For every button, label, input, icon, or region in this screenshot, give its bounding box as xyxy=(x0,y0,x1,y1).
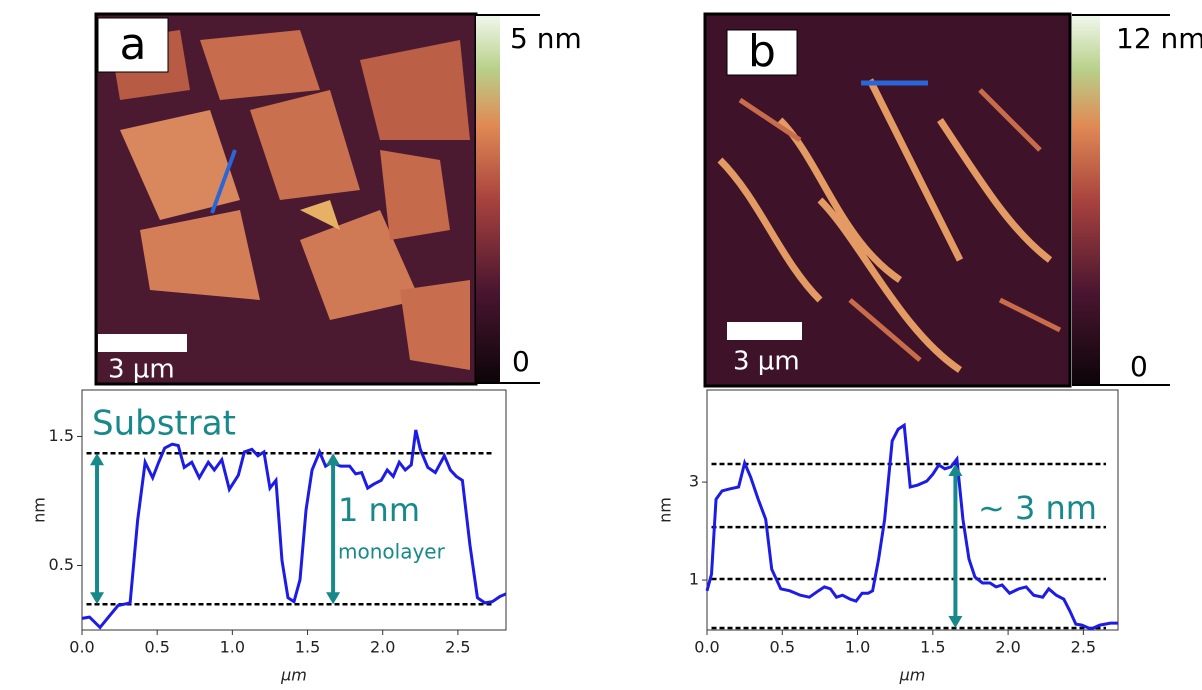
arrow-part xyxy=(326,453,341,466)
x-tick-label: 2.0 xyxy=(370,638,395,657)
annotation: monolayer xyxy=(338,540,446,564)
y-tick-label: 1.5 xyxy=(49,426,74,445)
arrow-part xyxy=(90,592,105,605)
arrow-part xyxy=(948,616,963,629)
panel-label: a xyxy=(120,19,147,70)
afm-image-b xyxy=(703,12,1170,388)
double-arrow xyxy=(326,453,341,605)
y-axis-label: nm xyxy=(30,497,49,523)
y-axis-label: nm xyxy=(656,497,675,523)
profile-line xyxy=(705,422,1118,631)
colorbar-min: 0 xyxy=(512,345,530,378)
x-tick-label: 2.5 xyxy=(445,638,470,657)
x-tick-label: 0.0 xyxy=(69,638,94,657)
plot-frame xyxy=(706,389,1119,631)
colorbar-min: 0 xyxy=(1130,350,1148,383)
y-tick-label: 3 xyxy=(689,472,699,491)
annotation: 1 nm xyxy=(338,491,420,529)
plot-frame xyxy=(81,389,507,631)
panel-label: b xyxy=(748,26,776,77)
x-tick-label: 1.5 xyxy=(920,638,945,657)
annotation: ∼ 3 nm xyxy=(978,489,1097,527)
double-arrow xyxy=(948,463,963,629)
afm-image-a xyxy=(94,12,540,386)
colorbar-max: 5 nm xyxy=(510,22,582,55)
scale-bar-label: 3 µm xyxy=(733,347,800,377)
x-tick-label: 2.5 xyxy=(1071,638,1096,657)
x-axis-label: μm xyxy=(280,666,307,685)
profile-line xyxy=(81,429,507,630)
arrow-part xyxy=(90,453,105,466)
x-tick-label: 1.5 xyxy=(295,638,320,657)
double-arrow xyxy=(90,453,105,605)
x-tick-label: 1.0 xyxy=(845,638,870,657)
arrow-part xyxy=(326,592,341,605)
arrow-part xyxy=(948,463,963,476)
x-tick-label: 2.0 xyxy=(995,638,1020,657)
x-tick-label: 1.0 xyxy=(220,638,245,657)
annotation: Substrat xyxy=(92,404,236,444)
x-axis-label: μm xyxy=(899,666,926,685)
x-tick-label: 0.0 xyxy=(694,638,719,657)
y-tick-label: 0.5 xyxy=(49,555,74,574)
x-tick-label: 0.5 xyxy=(144,638,169,657)
scale-bar-label: 3 µm xyxy=(108,355,175,385)
x-tick-label: 0.5 xyxy=(770,638,795,657)
colorbar-max: 12 nm xyxy=(1116,22,1202,55)
y-tick-label: 1 xyxy=(689,570,699,589)
